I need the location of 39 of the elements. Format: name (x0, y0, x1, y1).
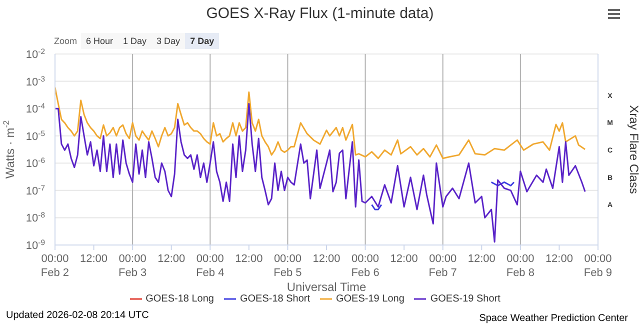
text: Zoom (54, 36, 78, 46)
y-tick-label: 10$^{-2}$ (26, 46, 45, 61)
text: 6 Hour (81, 33, 118, 49)
legend-label: GOES-18 Long (146, 294, 214, 305)
text: 7 Day (185, 33, 220, 49)
text: Space Weather Prediction Center (479, 313, 628, 324)
text: Updated 2026-02-08 20:14 UTC (6, 310, 149, 321)
text: 3 Day (152, 33, 186, 49)
y-tick-label: 10$^{-7}$ (26, 182, 45, 198)
x-tick-label: 00:00 Feb 3 (118, 253, 147, 279)
x-tick-label: 12:00 (468, 253, 496, 265)
line-series (55, 86, 586, 160)
y-tick-label: 10$^{-6}$ (26, 156, 45, 170)
y2-axis-title: Xray Flare Class (627, 105, 640, 194)
x-tick-label: 12:00 (545, 253, 573, 265)
x-tick-label: 00:00 Feb 5 (274, 253, 302, 279)
line-series (55, 103, 586, 243)
y-tick-label: 10$^{-8}$ (26, 210, 45, 225)
x-tick-label: 12:00 (390, 253, 418, 265)
chart-title: GOES X-Ray Flux (1-minute data) (205, 5, 435, 22)
y-tick-label: 10$^{-4}$ (26, 101, 46, 116)
x-tick-label: 00:00 Feb 7 (428, 253, 457, 279)
legend-label: GOES-19 Short (430, 294, 500, 305)
x-tick-label: 12:00 (312, 253, 340, 265)
x-axis-title: Universal Time (286, 280, 366, 294)
x-tick-label: 00:00 Feb 4 (196, 253, 224, 279)
y-tick-label: 10$^{-5}$ (26, 128, 45, 143)
x-tick-label: 00:00 Feb 2 (40, 253, 70, 279)
y-tick-label: 10$^{-3}$ (26, 74, 45, 88)
x-tick-label: 12:00 (158, 253, 186, 265)
y-tick-label: 10$^{-9}$ (26, 238, 45, 252)
x-tick-label: 00:00 Feb 8 (506, 253, 534, 279)
x-tick-label: 00:00 Feb 6 (351, 253, 380, 279)
legend-label: GOES-18 Short (240, 294, 310, 305)
text: 1 Day (118, 33, 152, 49)
x-tick-label: 12:00 (80, 253, 108, 265)
x-tick-label: 00:00 Feb 9 (584, 253, 612, 279)
x-tick-label: 12:00 (235, 253, 263, 265)
legend-label: GOES-19 Long (336, 294, 404, 305)
